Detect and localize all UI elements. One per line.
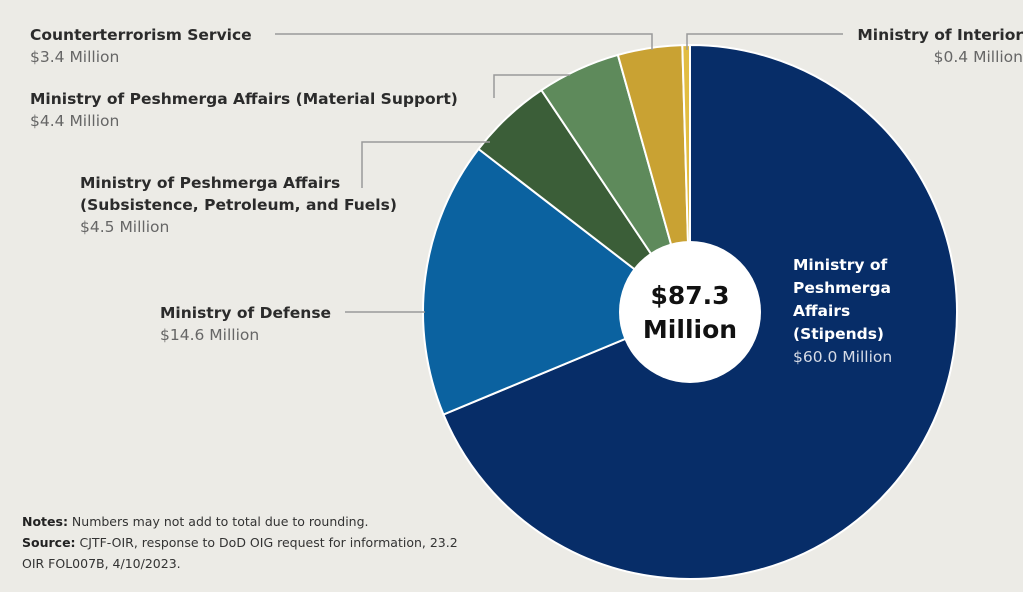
notes-text: Numbers may not add to total due to roun…	[67, 514, 369, 529]
slice-counterterrorism-name-label: Counterterrorism Service	[30, 26, 252, 44]
slice-interior-leader-line	[686, 33, 843, 50]
slice-peshmerga-stipends-name-label: Peshmerga	[793, 279, 891, 297]
slice-peshmerga-material-name-label: Ministry of Peshmerga Affairs (Material …	[30, 90, 458, 108]
notes-line: Notes: Numbers may not add to total due …	[22, 511, 462, 532]
source-label: Source:	[22, 535, 76, 550]
slice-peshmerga-material-value-label: $4.4 Million	[30, 112, 119, 130]
notes-label: Notes:	[22, 514, 68, 529]
total-label-unit: Million	[643, 315, 737, 344]
slice-peshmerga-subsistence-value-label: $4.5 Million	[80, 218, 169, 236]
slice-counterterrorism-leader-line	[275, 33, 653, 50]
source-line: Source: CJTF-OIR, response to DoD OIG re…	[22, 532, 462, 574]
slice-peshmerga-stipends-value-label: $60.0 Million	[793, 348, 892, 366]
total-label-amount: $87.3	[650, 281, 729, 310]
slice-peshmerga-material-leader-line	[493, 74, 570, 98]
slice-counterterrorism-value-label: $3.4 Million	[30, 48, 119, 66]
slice-defense-name-label: Ministry of Defense	[160, 304, 331, 322]
slice-peshmerga-stipends-name-label: (Stipends)	[793, 325, 884, 343]
notes-block: Notes: Numbers may not add to total due …	[22, 511, 462, 574]
slice-peshmerga-subsistence-name-label: Ministry of Peshmerga Affairs	[80, 174, 340, 192]
slice-interior-name-label: Ministry of Interior	[857, 26, 1023, 44]
slice-peshmerga-subsistence-leader-line	[361, 141, 490, 188]
slice-peshmerga-subsistence-name-label: (Subsistence, Petroleum, and Fuels)	[80, 196, 397, 214]
slice-peshmerga-stipends-name-label: Affairs	[793, 302, 850, 320]
slice-defense-value-label: $14.6 Million	[160, 326, 259, 344]
slice-peshmerga-stipends-name-label: Ministry of	[793, 256, 888, 274]
source-text: CJTF-OIR, response to DoD OIG request fo…	[22, 535, 458, 571]
slice-interior-value-label: $0.4 Million	[934, 48, 1023, 66]
center-hole	[619, 241, 761, 383]
slice-defense	[422, 147, 692, 416]
